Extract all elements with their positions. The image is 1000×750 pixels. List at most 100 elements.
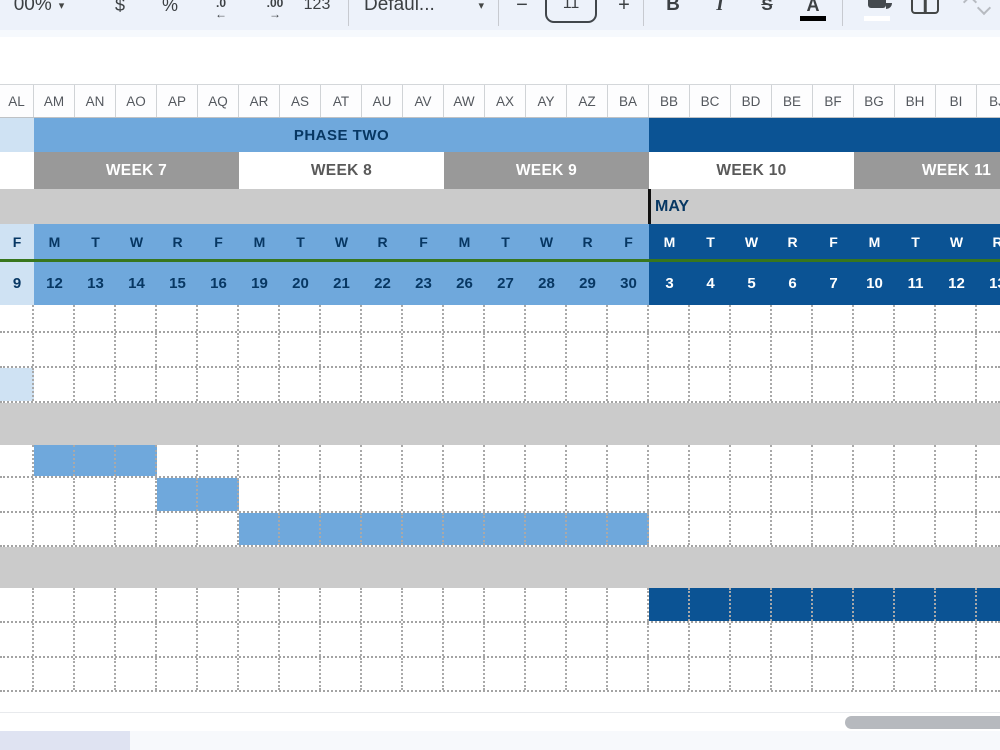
grid-cell[interactable] <box>157 658 198 690</box>
grid-cell[interactable] <box>649 305 690 331</box>
phase-label[interactable]: PHASE TWO <box>34 118 649 152</box>
grid-cell[interactable] <box>321 368 362 401</box>
grid-cell[interactable] <box>444 478 485 511</box>
grid-cell[interactable] <box>977 513 1000 545</box>
grid-cell[interactable] <box>895 368 936 401</box>
merge-cells-button[interactable] <box>955 0 999 23</box>
week-label[interactable]: WEEK 10 <box>649 152 854 189</box>
gantt-bar-cell[interactable] <box>321 513 362 545</box>
column-header-at[interactable]: AT <box>321 85 362 117</box>
column-header-ar[interactable]: AR <box>239 85 280 117</box>
grid-cell[interactable] <box>75 513 116 545</box>
grid-cell[interactable] <box>280 333 321 366</box>
day-letter-cell[interactable]: R <box>567 224 608 259</box>
grid-cell[interactable] <box>936 658 977 690</box>
grid-cell[interactable] <box>895 333 936 366</box>
grid-cell[interactable] <box>75 333 116 366</box>
day-letter-cell[interactable]: R <box>977 224 1000 259</box>
grid-cell[interactable] <box>34 588 75 621</box>
grid-cell[interactable] <box>239 658 280 690</box>
column-header-bg[interactable]: BG <box>854 85 895 117</box>
grid-cell[interactable] <box>977 305 1000 331</box>
grid-cell[interactable] <box>0 513 34 545</box>
gantt-bar-cell[interactable] <box>198 478 239 511</box>
grid-cell[interactable] <box>977 623 1000 656</box>
gantt-row[interactable] <box>0 658 1000 692</box>
grid-cell[interactable] <box>895 445 936 476</box>
grid-cell[interactable] <box>895 623 936 656</box>
gantt-bar-cell[interactable] <box>485 513 526 545</box>
grid-cell[interactable] <box>75 588 116 621</box>
grid-cell[interactable] <box>444 305 485 331</box>
day-letter-cell[interactable]: M <box>34 224 75 259</box>
grid-cell[interactable] <box>649 333 690 366</box>
grid-cell[interactable] <box>321 588 362 621</box>
grid-cell[interactable] <box>813 445 854 476</box>
date-cell[interactable]: 9 <box>0 262 34 305</box>
grid-cell[interactable] <box>649 445 690 476</box>
gantt-bar-cell[interactable] <box>34 445 75 476</box>
column-header-ax[interactable]: AX <box>485 85 526 117</box>
date-cell[interactable]: 13 <box>977 262 1000 305</box>
grid-cell[interactable] <box>690 368 731 401</box>
grid-cell[interactable] <box>239 445 280 476</box>
grid-cell[interactable] <box>690 478 731 511</box>
date-cell[interactable]: 16 <box>198 262 239 305</box>
gantt-bar-cell[interactable] <box>854 588 895 621</box>
scrollbar-thumb[interactable] <box>845 716 1000 729</box>
grid-cell[interactable] <box>854 305 895 331</box>
grid-cell[interactable] <box>444 333 485 366</box>
day-letter-cell[interactable]: W <box>936 224 977 259</box>
grid-cell[interactable] <box>772 445 813 476</box>
grid-cell[interactable] <box>977 478 1000 511</box>
phase-band[interactable] <box>649 118 1000 152</box>
more-formats-button[interactable]: 123 <box>303 0 331 13</box>
column-header-aw[interactable]: AW <box>444 85 485 117</box>
grid-cell[interactable] <box>895 658 936 690</box>
grid-cell[interactable] <box>813 478 854 511</box>
grid-cell[interactable] <box>198 623 239 656</box>
column-header-bf[interactable]: BF <box>813 85 854 117</box>
grid-cell[interactable] <box>854 513 895 545</box>
grid-cell[interactable] <box>690 333 731 366</box>
day-letter-cell[interactable]: M <box>649 224 690 259</box>
gantt-bar-cell[interactable] <box>936 588 977 621</box>
grid-cell[interactable] <box>772 368 813 401</box>
grid-cell[interactable] <box>936 368 977 401</box>
gantt-row[interactable] <box>0 445 1000 478</box>
grid-cell[interactable] <box>485 445 526 476</box>
grid-cell[interactable] <box>157 333 198 366</box>
date-cell[interactable]: 12 <box>34 262 75 305</box>
grid-cell[interactable] <box>485 305 526 331</box>
grid-cell[interactable] <box>321 333 362 366</box>
column-header-ao[interactable]: AO <box>116 85 157 117</box>
grid-cell[interactable] <box>772 333 813 366</box>
grid-cell[interactable] <box>157 588 198 621</box>
grid-cell[interactable] <box>239 333 280 366</box>
horizontal-scrollbar[interactable] <box>0 712 1000 731</box>
grid-cell[interactable] <box>690 658 731 690</box>
grid-cell[interactable] <box>936 478 977 511</box>
grid-cell[interactable] <box>75 623 116 656</box>
grid-cell[interactable] <box>977 658 1000 690</box>
date-cell[interactable]: 14 <box>116 262 157 305</box>
grid-cell[interactable] <box>526 478 567 511</box>
grid-cell[interactable] <box>813 623 854 656</box>
gantt-bar-cell[interactable] <box>731 588 772 621</box>
day-letter-cell[interactable]: R <box>362 224 403 259</box>
grid-cell[interactable] <box>116 478 157 511</box>
grid-cell[interactable] <box>649 478 690 511</box>
grid-cell[interactable] <box>608 368 649 401</box>
date-cell[interactable]: 21 <box>321 262 362 305</box>
gantt-row[interactable] <box>0 513 1000 547</box>
grid-cell[interactable] <box>239 305 280 331</box>
grid-cell[interactable] <box>444 658 485 690</box>
grid-cell[interactable] <box>403 658 444 690</box>
grid-cell[interactable] <box>526 588 567 621</box>
grid-cell[interactable] <box>731 368 772 401</box>
grid-cell[interactable] <box>608 588 649 621</box>
grid-cell[interactable] <box>444 445 485 476</box>
grid-cell[interactable] <box>977 445 1000 476</box>
grid-cell[interactable] <box>731 478 772 511</box>
grid-cell[interactable] <box>854 445 895 476</box>
